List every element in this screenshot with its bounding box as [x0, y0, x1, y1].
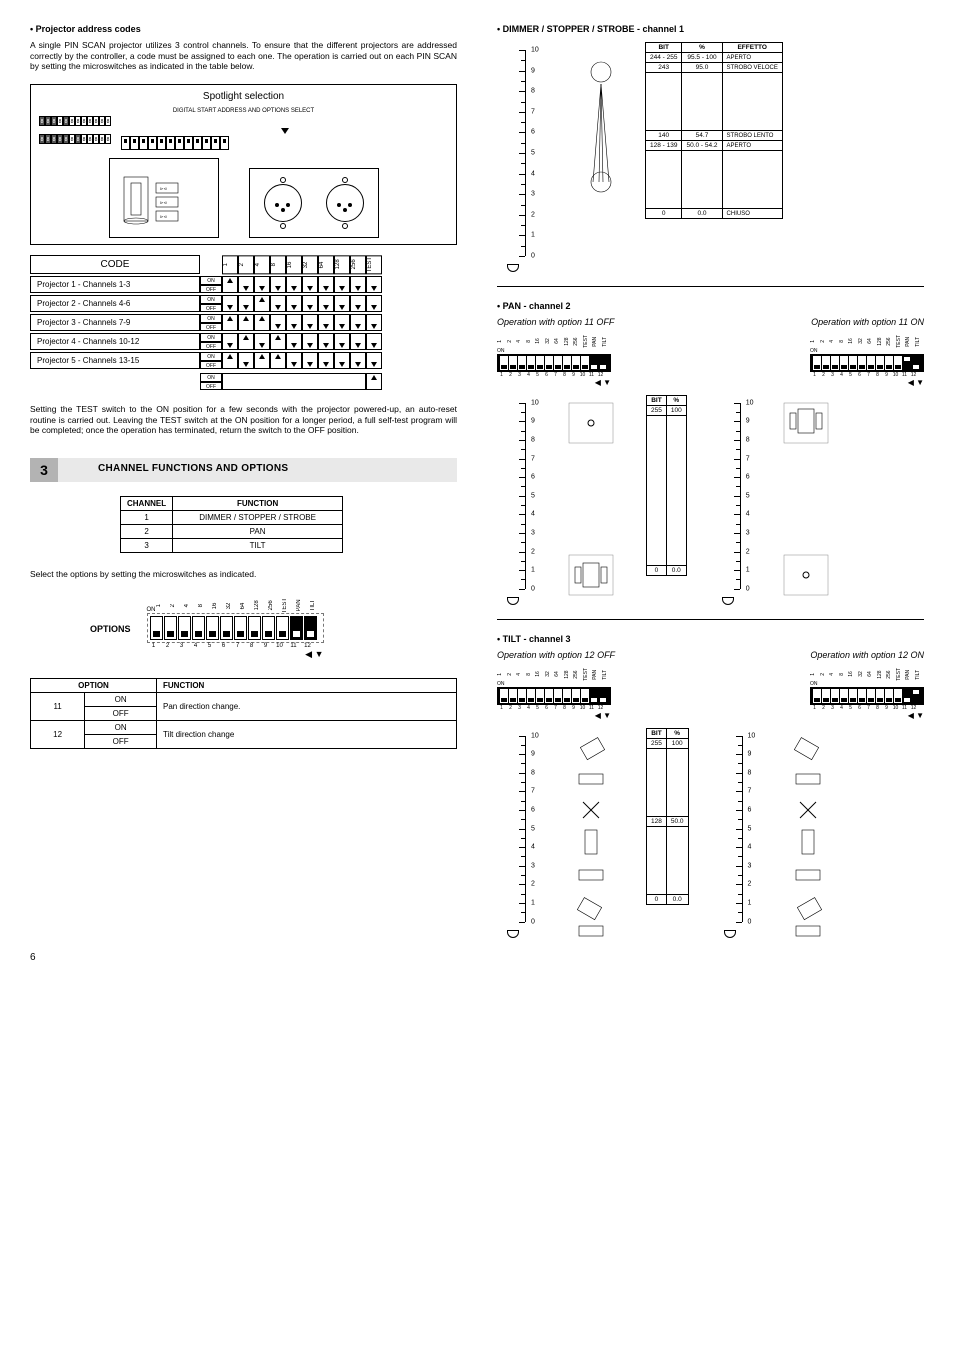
sec3-title: CHANNEL FUNCTIONS AND OPTIONS	[58, 458, 457, 482]
seg-display-1: 888888888888	[39, 116, 111, 126]
tilt-off-label: Operation with option 12 OFF	[497, 650, 615, 660]
h-tilt: • TILT - channel 3	[497, 634, 924, 644]
options-label: OPTIONS	[90, 624, 131, 634]
dimmer-diagram: 109876543210 BIT%EFFETTO 244 - 25595.5 -…	[497, 42, 924, 272]
channel-table: CHANNELFUNCTION 1DIMMER / STOPPER / STRO…	[120, 496, 343, 553]
spotlight-box: Spotlight selection DIGITAL START ADDRES…	[30, 84, 457, 245]
tilt-on-label: Operation with option 12 ON	[810, 650, 924, 660]
iris-icon	[571, 42, 631, 272]
spot-title: Spotlight selection	[39, 91, 448, 102]
proj-side-icon	[778, 728, 838, 938]
proj-top-icon	[776, 395, 836, 605]
svg-text:⊳⊲: ⊳⊲	[160, 214, 167, 219]
left-column: • Projector address codes A single PIN S…	[30, 20, 457, 938]
dss-label: DIGITAL START ADDRESS AND OPTIONS SELECT	[39, 108, 448, 114]
svg-text:⊳⊲: ⊳⊲	[160, 200, 167, 205]
opt-text: Select the options by setting the micros…	[30, 569, 457, 580]
pan-off-label: Operation with option 11 OFF	[497, 317, 614, 327]
right-column: • DIMMER / STOPPER / STROBE - channel 1 …	[497, 20, 924, 938]
svg-text:⊳⊲: ⊳⊲	[160, 186, 167, 191]
proj-top-icon	[561, 395, 621, 605]
connector-diagram	[249, 168, 379, 238]
p-addr: A single PIN SCAN projector utilizes 3 c…	[30, 40, 457, 72]
code-label: CODE	[30, 255, 200, 274]
h-addr: • Projector address codes	[30, 24, 457, 34]
page-number: 6	[0, 948, 954, 973]
h-pan: • PAN - channel 2	[497, 301, 924, 311]
test-text: Setting the TEST switch to the ON positi…	[30, 404, 457, 436]
section-3-banner: 3 CHANNEL FUNCTIONS AND OPTIONS	[30, 458, 457, 482]
tilt-bit-table: BIT% 255100 12850.0 00.0	[646, 728, 689, 905]
h-dimmer: • DIMMER / STOPPER / STROBE - channel 1	[497, 24, 924, 34]
code-table: CODE 1248163264128256TEST Projector 1 - …	[30, 255, 457, 390]
arrow-down-icon	[281, 128, 289, 134]
sec3-num: 3	[30, 458, 58, 482]
proj-side-icon	[561, 728, 621, 938]
option-function-table: OPTIONFUNCTION 11ONPan direction change.…	[30, 678, 457, 749]
pan-on-label: Operation with option 11 ON	[811, 317, 924, 327]
seg-display-2: 888888888888	[39, 134, 111, 144]
pan-bit-table: BIT% 255100 00.0	[646, 395, 687, 576]
projector-diagram: ⊳⊲ ⊳⊲ ⊳⊲	[109, 158, 219, 238]
dimmer-table: BIT%EFFETTO 244 - 25595.5 - 100APERTO243…	[645, 42, 783, 219]
options-illustration: OPTIONS ON 1248163264128256TESTPANTILT 1…	[90, 598, 457, 660]
dip-switches	[121, 136, 448, 150]
